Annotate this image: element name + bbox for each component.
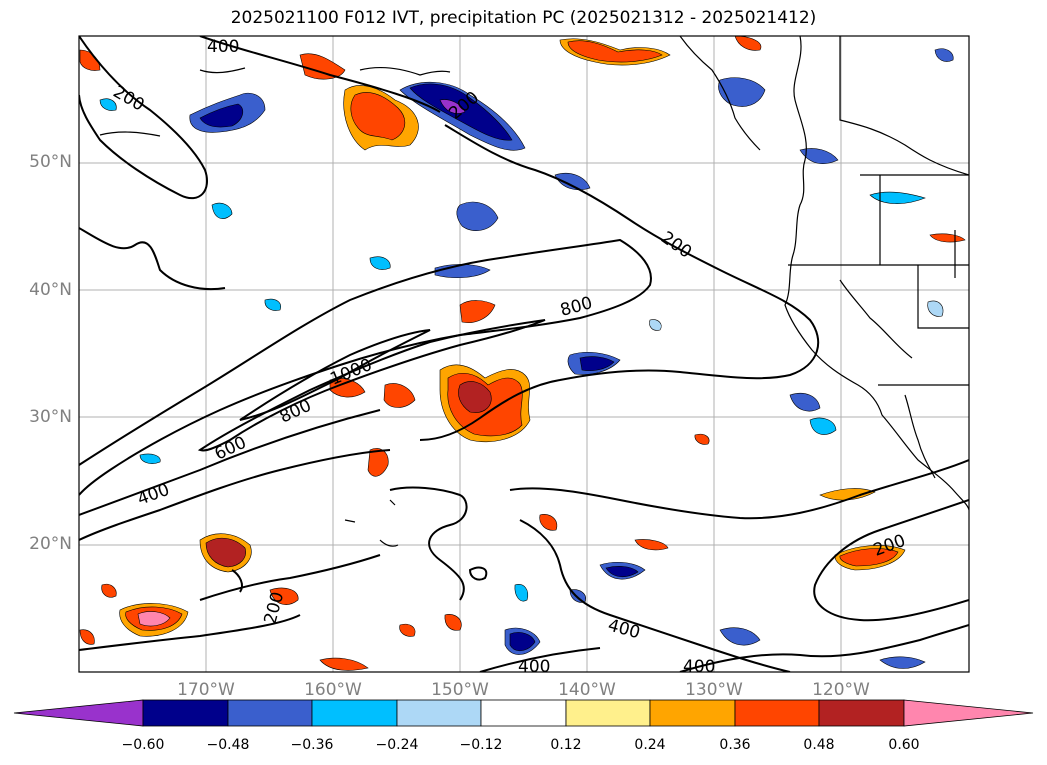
lon-label: 170°W <box>177 680 235 700</box>
colorbar-extend-max <box>903 699 1034 727</box>
colorbar-tick: 0.12 <box>550 737 582 753</box>
contour-label: 400 <box>606 616 643 644</box>
graticule <box>79 36 969 672</box>
contour-label: 400 <box>207 37 239 57</box>
colorbar-tick: 0.48 <box>803 737 835 753</box>
colorbar-tick: −0.12 <box>459 737 503 753</box>
negative-precip-fills <box>99 48 954 669</box>
contour-label: 800 <box>558 293 595 321</box>
colorbar <box>13 699 1034 727</box>
contour-label: 400 <box>135 480 172 510</box>
contour-label: 800 <box>277 396 315 428</box>
lon-label: 120°W <box>812 680 870 700</box>
map-frame <box>78 35 970 673</box>
contour-label: 400 <box>683 657 715 677</box>
contour-label: 200 <box>871 531 908 561</box>
contour-label: 200 <box>110 82 148 116</box>
lat-label: 50°N <box>29 152 72 172</box>
colorbar-tick: −0.48 <box>206 737 250 753</box>
ivt-contours <box>79 36 969 672</box>
colorbar-extend-min <box>13 699 144 727</box>
colorbar-tick: −0.60 <box>121 737 165 753</box>
colorbar-tick: 0.24 <box>634 737 666 753</box>
contour-label: 400 <box>518 657 550 677</box>
colorbar-tick: −0.36 <box>290 737 334 753</box>
lon-label: 160°W <box>304 680 362 700</box>
map-layers <box>79 36 969 672</box>
lon-label: 150°W <box>431 680 489 700</box>
colorbar-tick: 0.60 <box>888 737 920 753</box>
lat-label: 20°N <box>29 534 72 554</box>
colorbar-tick: −0.24 <box>375 737 419 753</box>
lat-label: 30°N <box>29 407 72 427</box>
map-title: 2025021100 F012 IVT, precipitation PC (2… <box>230 8 817 28</box>
lat-label: 40°N <box>29 280 72 300</box>
coastlines <box>99 36 969 547</box>
lon-label: 130°W <box>685 680 743 700</box>
lon-label: 140°W <box>558 680 616 700</box>
colorbar-tick: 0.36 <box>719 737 751 753</box>
contour-label: 600 <box>212 433 250 465</box>
positive-precip-fills <box>79 36 966 671</box>
contour-label: 200 <box>657 228 695 263</box>
